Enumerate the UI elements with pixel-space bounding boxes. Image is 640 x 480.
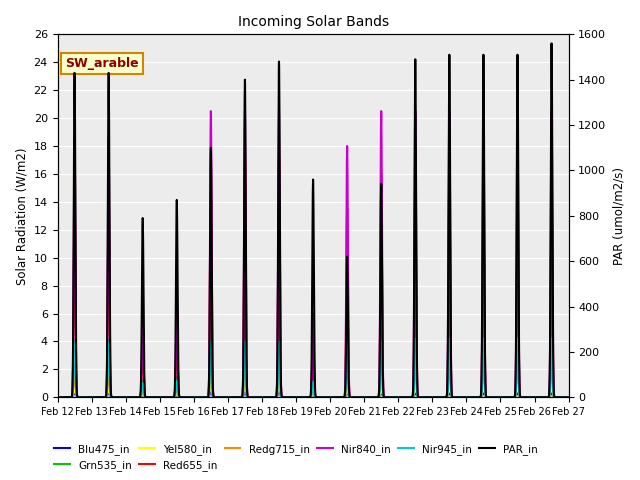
Legend: Blu475_in, Grn535_in, Yel580_in, Red655_in, Redg715_in, Nir840_in, Nir945_in, PA: Blu475_in, Grn535_in, Yel580_in, Red655_… [50,439,542,475]
Y-axis label: PAR (umol/m2/s): PAR (umol/m2/s) [612,167,625,265]
Y-axis label: Solar Radiation (W/m2): Solar Radiation (W/m2) [15,147,28,285]
Title: Incoming Solar Bands: Incoming Solar Bands [237,15,388,29]
Text: SW_arable: SW_arable [65,57,139,70]
